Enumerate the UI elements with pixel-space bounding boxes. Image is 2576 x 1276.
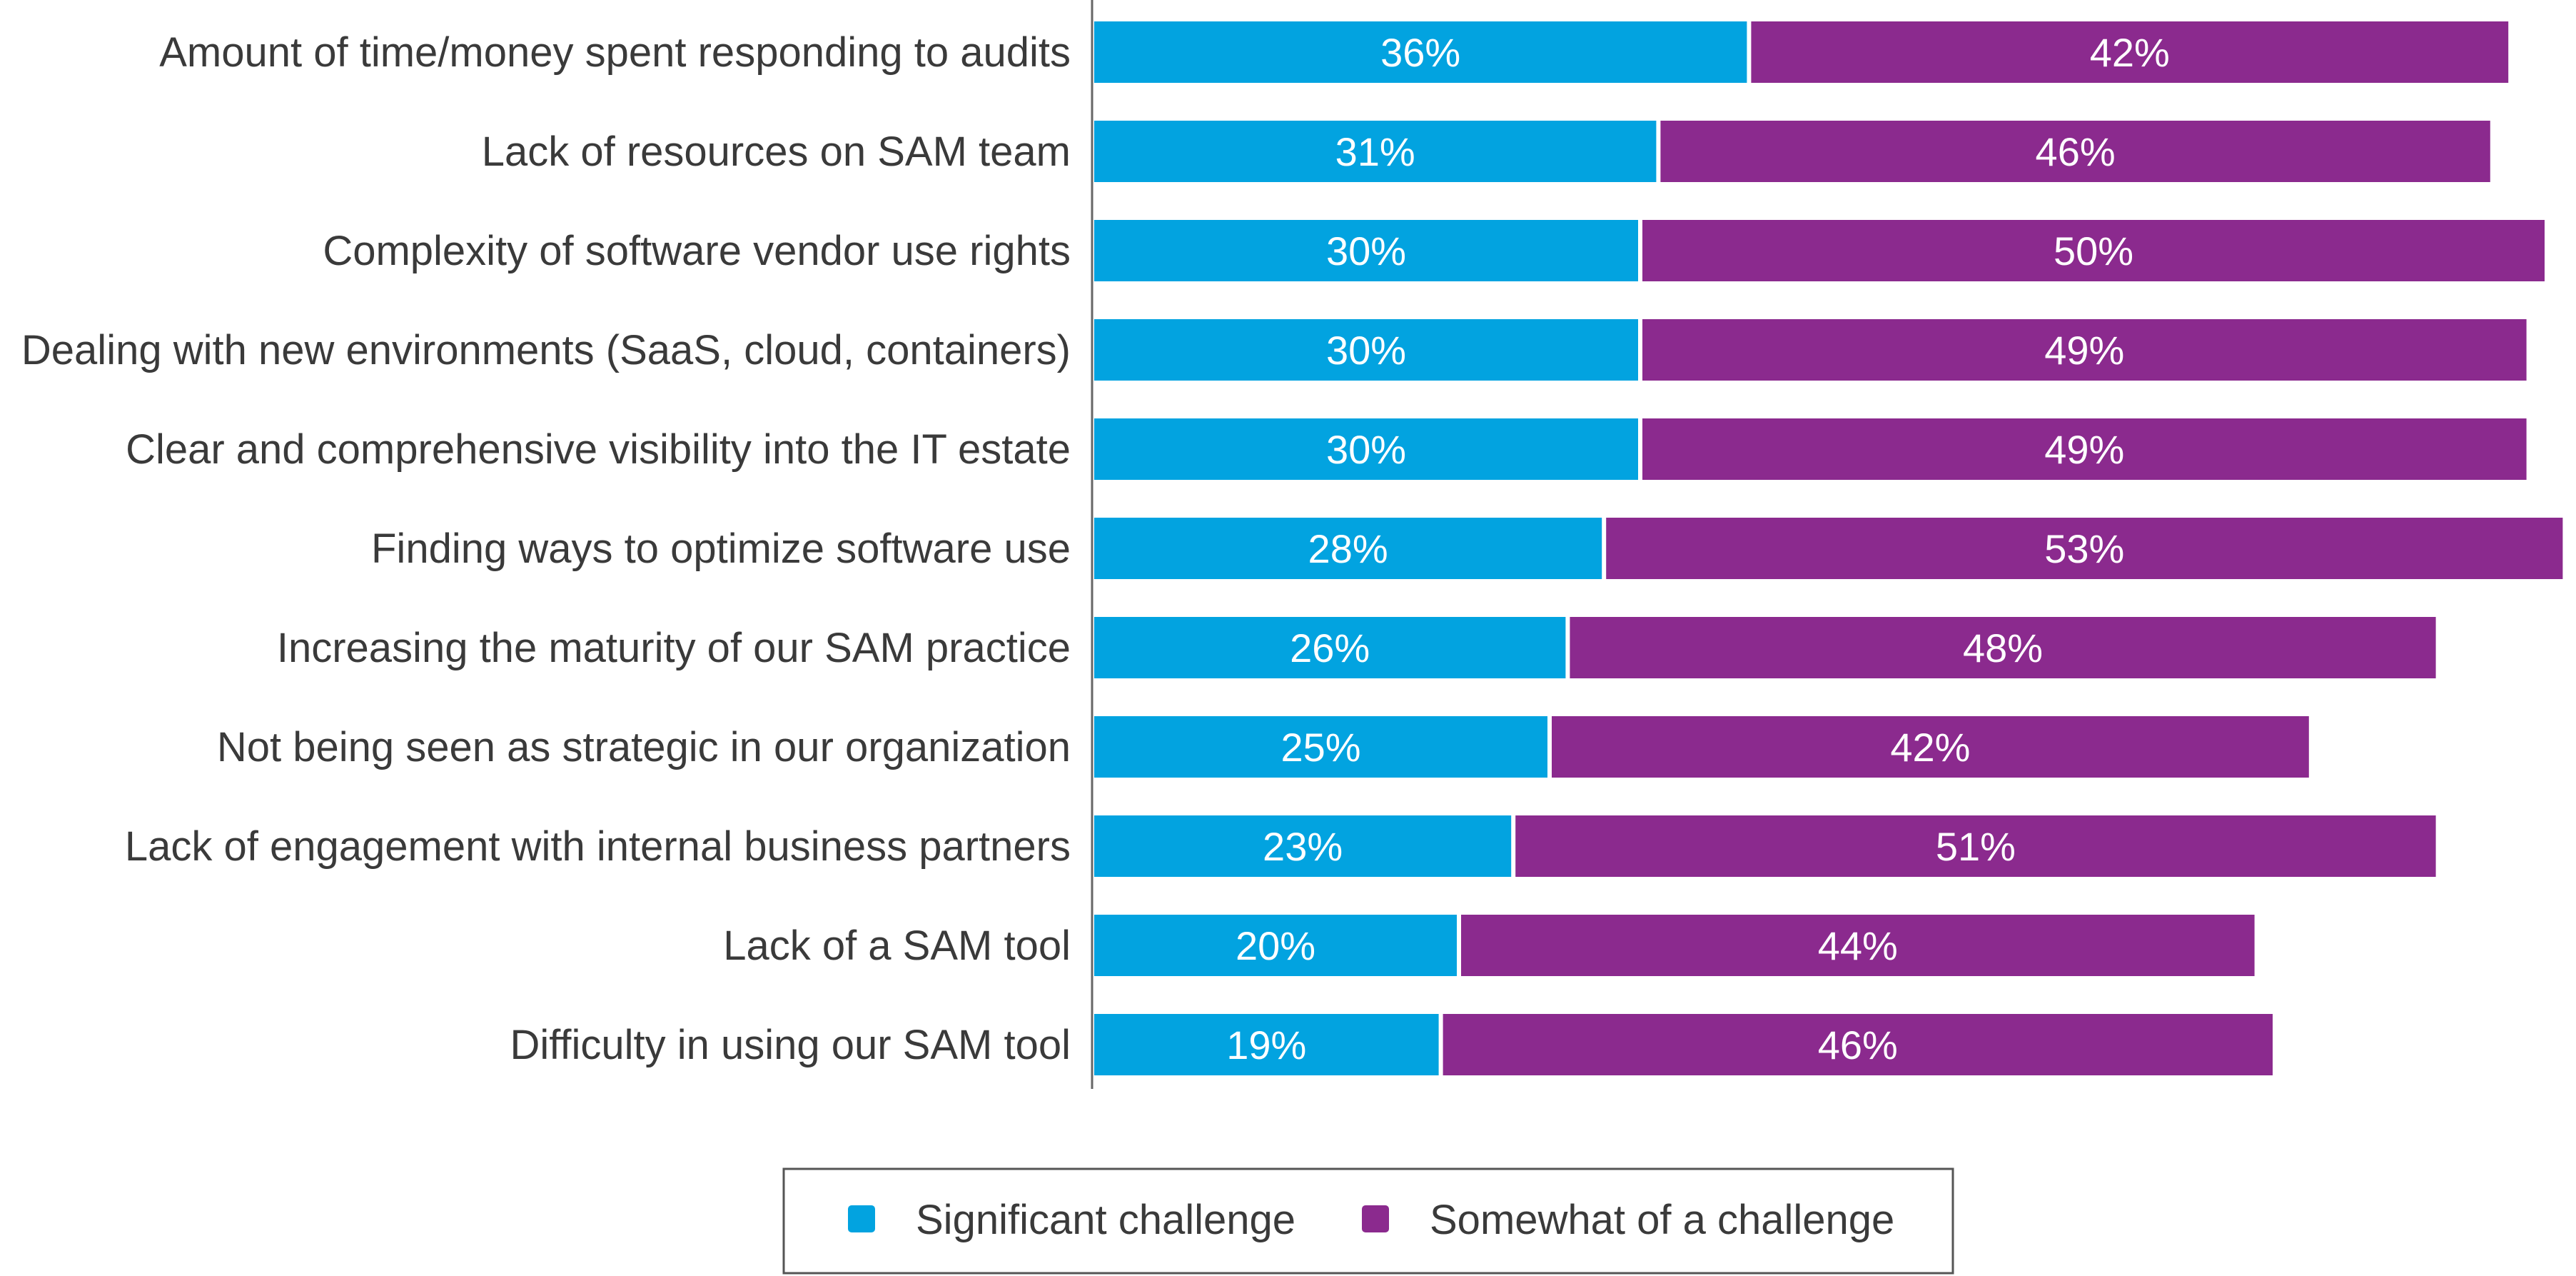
legend-label-significant: Significant challenge [916,1197,1295,1243]
bar-significant-challenge-7 [1094,617,1566,678]
data-label-significant-challenge-5: 30% [1326,427,1406,472]
bar-somewhat-of-a-challenge-10 [1461,915,2255,976]
bars: 36% 42% 31% 46% 30% 50% 30% 49% 30% 49% 28% 53% 26% 4… [1094,21,2563,1075]
data-label-significant-challenge-6: 28% [1308,526,1388,571]
data-label-somewhat-of-a-challenge-4: 49% [2044,328,2124,373]
bar-significant-challenge-11 [1094,1014,1439,1075]
category-label-lack-of-a-sam-tool: Lack of a SAM tool [723,923,1071,969]
bar-somewhat-of-a-challenge-7 [1570,617,2436,678]
bar-significant-challenge-10 [1094,915,1457,976]
category-labels: Amount of time/money spent responding to… [21,29,1071,1068]
category-label-complexity-of-software-vendor-use-rights: Complexity of software vendor use rights [323,228,1071,274]
bar-significant-challenge-5 [1094,418,1638,480]
category-label-finding-ways-to-optimize-software-use: Finding ways to optimize software use [371,526,1071,572]
bar-significant-challenge-4 [1094,319,1638,381]
data-label-significant-challenge-3: 30% [1326,228,1406,273]
data-label-significant-challenge-1: 36% [1380,30,1460,75]
legend: Significant challenge Somewhat of a chal… [782,1167,1954,1275]
data-label-significant-challenge-4: 30% [1326,328,1406,373]
data-label-somewhat-of-a-challenge-6: 53% [2044,526,2124,571]
legend-label-somewhat: Somewhat of a challenge [1430,1197,1894,1243]
category-label-lack-of-engagement-with-internal-business-partners: Lack of engagement with internal busines… [125,823,1071,870]
data-label-somewhat-of-a-challenge-7: 48% [1963,626,2043,670]
bar-somewhat-of-a-challenge-4 [1642,319,2527,381]
legend-swatch-somewhat [1362,1205,1389,1232]
data-label-somewhat-of-a-challenge-8: 42% [1890,725,1970,770]
bar-significant-challenge-2 [1094,121,1657,182]
data-label-somewhat-of-a-challenge-11: 46% [1818,1023,1898,1067]
bar-somewhat-of-a-challenge-3 [1642,220,2545,281]
category-label-increasing-the-maturity-of-our-sam-practice: Increasing the maturity of our SAM pract… [277,625,1071,671]
data-label-significant-challenge-7: 26% [1290,626,1370,670]
bar-significant-challenge-8 [1094,716,1547,778]
bar-significant-challenge-6 [1094,518,1602,579]
bar-somewhat-of-a-challenge-1 [1751,21,2509,83]
data-label-somewhat-of-a-challenge-9: 51% [1936,824,2016,869]
category-label-difficulty-in-using-our-sam-tool: Difficulty in using our SAM tool [510,1022,1071,1068]
bar-somewhat-of-a-challenge-8 [1552,716,2309,778]
data-label-significant-challenge-9: 23% [1263,824,1343,869]
data-label-significant-challenge-2: 31% [1335,129,1415,174]
data-label-somewhat-of-a-challenge-5: 49% [2044,427,2124,472]
category-label-clear-and-comprehensive-visibility-into-the-it-estate: Clear and comprehensive visibility into … [126,426,1071,473]
category-label-lack-of-resources-on-sam-team: Lack of resources on SAM team [482,129,1071,175]
legend-box [782,1167,1954,1275]
bar-significant-challenge-9 [1094,815,1512,877]
bar-somewhat-of-a-challenge-11 [1443,1014,2273,1075]
bar-somewhat-of-a-challenge-5 [1642,418,2527,480]
bar-somewhat-of-a-challenge-9 [1515,815,2436,877]
category-label-not-being-seen-as-strategic-in-our-organization: Not being seen as strategic in our organ… [217,724,1071,770]
bar-significant-challenge-1 [1094,21,1747,83]
category-label-dealing-with-new-environments-saas-cloud-containers: Dealing with new environments (SaaS, clo… [21,327,1071,373]
bar-significant-challenge-3 [1094,220,1638,281]
data-label-somewhat-of-a-challenge-1: 42% [2090,30,2170,75]
data-label-somewhat-of-a-challenge-10: 44% [1818,923,1898,968]
data-label-significant-challenge-10: 20% [1236,923,1315,968]
bar-somewhat-of-a-challenge-2 [1660,121,2490,182]
legend-swatch-significant [848,1205,875,1232]
data-label-significant-challenge-8: 25% [1281,725,1360,770]
data-label-significant-challenge-11: 19% [1226,1023,1306,1067]
bar-somewhat-of-a-challenge-6 [1606,518,2563,579]
data-label-somewhat-of-a-challenge-2: 46% [2036,129,2116,174]
category-label-amount-of-time-money-spent-responding-to-audits: Amount of time/money spent responding to… [159,29,1071,76]
data-label-somewhat-of-a-challenge-3: 50% [2054,228,2133,273]
